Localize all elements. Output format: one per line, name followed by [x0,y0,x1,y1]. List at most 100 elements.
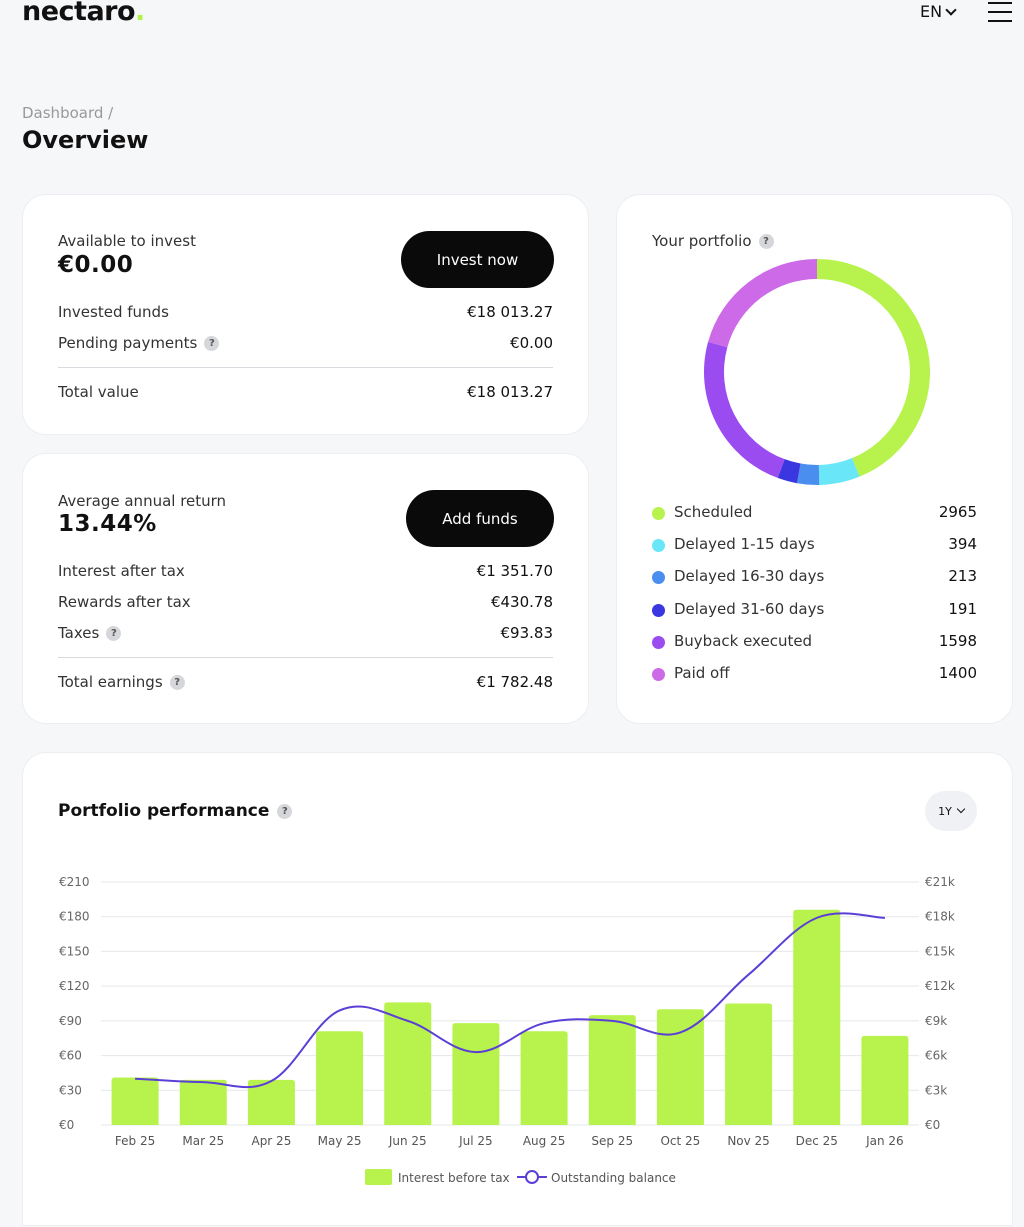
help-icon[interactable]: ? [204,335,220,351]
taxes-value: €93.83 [500,624,554,642]
language-label: EN [920,2,943,21]
bar-jun-25[interactable] [384,1002,432,1125]
x-tick-label: Sep 25 [591,1134,633,1148]
legend-row: Scheduled 2965 [652,503,977,525]
avg-return-label: Average annual return [58,492,227,510]
legend-bar-swatch [365,1169,392,1185]
y2-tick-label: €0 [925,1118,940,1132]
divider [58,367,553,368]
y2-tick-label: €15k [925,944,955,958]
x-tick-label: Apr 25 [251,1134,291,1148]
range-selector[interactable]: 1Y [925,791,977,831]
total-earnings-row: Total earnings? €1 782.48 [58,673,553,693]
x-tick-label: Nov 25 [727,1134,770,1148]
legend-bars-label[interactable]: Interest before tax [398,1171,510,1185]
y-tick-label: €120 [59,979,90,993]
y-tick-label: €150 [59,944,90,958]
x-tick-label: May 25 [318,1134,362,1148]
performance-title-wrap: Portfolio performance ? [58,801,293,821]
total-earnings-value: €1 782.48 [476,673,553,691]
donut-slice-0[interactable] [817,259,930,477]
logo[interactable]: nectaro. [22,0,145,27]
range-label: 1Y [938,804,952,818]
legend-label: Scheduled [674,503,753,521]
legend-row: Paid off 1400 [652,664,977,686]
language-selector[interactable]: EN [920,2,957,21]
page-title: Overview [22,126,149,154]
taxes-label: Taxes [58,624,100,642]
avg-return-value: 13.44% [58,511,157,537]
x-tick-label: Aug 25 [523,1134,566,1148]
total-value: €18 013.27 [467,383,553,401]
breadcrumb[interactable]: Dashboard / [22,104,114,122]
legend-dot [652,668,665,681]
legend-row: Buyback executed 1598 [652,632,977,654]
invested-funds-value: €18 013.27 [467,303,553,321]
bar-may-25[interactable] [316,1031,364,1125]
legend-row: Delayed 31-60 days 191 [652,600,977,622]
donut-slice-3[interactable] [777,459,801,484]
y-tick-label: €60 [59,1049,82,1063]
legend-row: Delayed 1-15 days 394 [652,535,977,557]
legend-line-marker [525,1170,539,1184]
rewards-label: Rewards after tax [58,593,191,611]
y-tick-label: €180 [59,910,90,924]
legend-label: Buyback executed [674,631,813,650]
donut-slice-4[interactable] [704,341,785,478]
pending-payments-label: Pending payments [58,334,198,352]
bar-aug-25[interactable] [520,1031,568,1125]
add-funds-button[interactable]: Add funds [406,490,554,547]
legend-count: 1400 [938,664,977,682]
total-earnings-label: Total earnings [58,673,163,691]
bar-jul-25[interactable] [452,1023,500,1125]
bar-apr-25[interactable] [247,1079,295,1125]
help-icon[interactable]: ? [277,803,293,819]
legend-label: Paid off [674,664,730,682]
y2-tick-label: €21k [925,875,955,889]
rewards-value: €430.78 [490,593,553,611]
available-label: Available to invest [58,232,196,250]
performance-title: Portfolio performance [58,801,270,821]
donut-slice-5[interactable] [708,259,817,348]
legend-dot [652,635,665,649]
invest-now-button[interactable]: Invest now [401,231,554,288]
bar-sep-25[interactable] [588,1015,636,1125]
y2-tick-label: €6k [925,1049,947,1063]
y2-tick-label: €9k [925,1014,947,1028]
x-tick-label: Oct 25 [660,1134,700,1148]
bar-jan-26[interactable] [861,1035,909,1125]
bar-mar-25[interactable] [179,1079,227,1125]
pending-payments-row: Pending payments? €0.00 [58,334,553,354]
bar-oct-25[interactable] [656,1009,704,1125]
portfolio-card: Your portfolio ? Scheduled 2965 Delayed 1-… [616,194,1013,724]
bar-nov-25[interactable] [725,1003,773,1126]
performance-chart: €0 €0 €30 €3k €60 €6k €90 €9k €120 €12k €150 €15k €1… [59,875,955,1185]
donut-slice-1[interactable] [818,458,860,485]
help-icon[interactable]: ? [758,233,774,249]
legend-label: Delayed 16-30 days [674,567,825,586]
top-bar: nectaro. EN [0,0,1024,40]
y2-tick-label: €3k [925,1083,947,1097]
x-tick-label: Jun 25 [388,1134,427,1148]
portfolio-title-wrap: Your portfolio ? [652,232,774,250]
y-tick-label: €30 [59,1083,82,1097]
legend-count: 2965 [938,503,977,521]
portfolio-title: Your portfolio [652,232,752,250]
bar-feb-25[interactable] [111,1077,159,1125]
legend-count: 394 [948,535,977,554]
rewards-row: Rewards after tax €430.78 [58,593,553,613]
help-icon[interactable]: ? [169,674,185,690]
legend-row: Delayed 16-30 days 213 [652,567,977,589]
bar-dec-25[interactable] [793,909,841,1125]
legend-line-label[interactable]: Outstanding balance [551,1171,676,1185]
divider [58,657,553,658]
x-tick-label: Jul 25 [458,1134,493,1148]
help-icon[interactable]: ? [106,625,122,641]
legend-label: Delayed 31-60 days [674,599,825,618]
y-tick-label: €90 [59,1014,82,1028]
available-value: €0.00 [58,252,134,278]
x-tick-label: Dec 25 [796,1134,838,1148]
donut-slice-2[interactable] [796,463,820,485]
menu-icon[interactable] [988,2,1012,22]
invested-funds-row: Invested funds €18 013.27 [58,303,553,323]
